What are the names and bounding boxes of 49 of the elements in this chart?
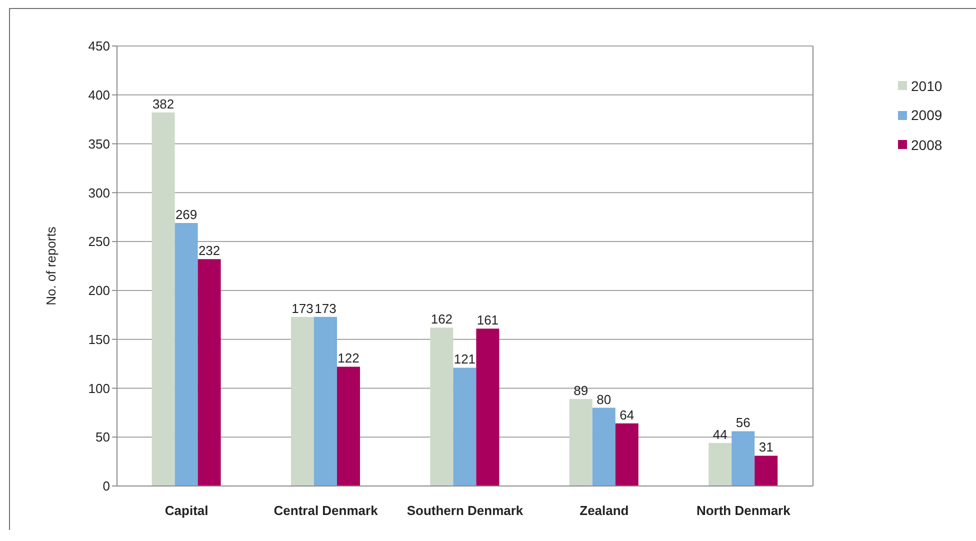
legend-label: 2010 xyxy=(911,78,942,94)
data-label: 161 xyxy=(476,312,499,328)
y-tick-label: 50 xyxy=(96,430,110,445)
data-label: 121 xyxy=(454,352,476,367)
y-tick-label: 450 xyxy=(88,38,110,54)
bar xyxy=(291,316,314,486)
data-label: 89 xyxy=(574,382,588,398)
x-tick-label: Capital xyxy=(164,503,208,518)
y-tick-label: 200 xyxy=(88,283,110,298)
bar xyxy=(430,328,454,486)
data-label: 80 xyxy=(596,392,612,407)
y-tick-label: 400 xyxy=(88,88,110,103)
y-tick-label: 250 xyxy=(88,234,110,250)
bar xyxy=(592,408,616,486)
bar xyxy=(198,259,221,486)
data-label: 382 xyxy=(152,96,174,112)
bar xyxy=(708,442,732,486)
data-label: 173 xyxy=(292,300,314,316)
x-tick-label: Central Denmark xyxy=(274,503,379,518)
bar xyxy=(569,398,592,486)
y-tick-label: 0 xyxy=(102,478,110,494)
legend-label: 2008 xyxy=(911,136,942,153)
data-label: 162 xyxy=(430,312,453,327)
data-label: 56 xyxy=(736,415,750,430)
x-tick-label: Southern Denmark xyxy=(406,503,524,518)
x-tick-label: North Denmark xyxy=(696,503,792,518)
data-label: 269 xyxy=(175,206,198,222)
bar xyxy=(174,222,198,486)
y-axis-title: No. of reports xyxy=(44,226,59,306)
data-label: 31 xyxy=(758,440,774,455)
bar xyxy=(615,423,638,486)
x-tick-label: Zealand xyxy=(580,503,629,518)
bar xyxy=(453,368,476,486)
legend-label: 2009 xyxy=(911,107,942,124)
bar xyxy=(732,431,755,486)
data-label: 122 xyxy=(338,350,360,366)
y-tick-label: 300 xyxy=(88,185,110,200)
y-tick-label: 350 xyxy=(88,136,110,152)
bar xyxy=(337,366,360,486)
y-tick-label: 150 xyxy=(88,332,110,347)
data-label: 232 xyxy=(198,243,220,258)
data-label: 44 xyxy=(712,426,728,442)
bar xyxy=(754,456,778,486)
bar xyxy=(476,328,500,486)
bar xyxy=(314,316,337,486)
data-label: 64 xyxy=(620,407,634,422)
data-label: 173 xyxy=(314,300,336,316)
y-tick-label: 100 xyxy=(88,380,110,396)
bar xyxy=(152,112,175,486)
